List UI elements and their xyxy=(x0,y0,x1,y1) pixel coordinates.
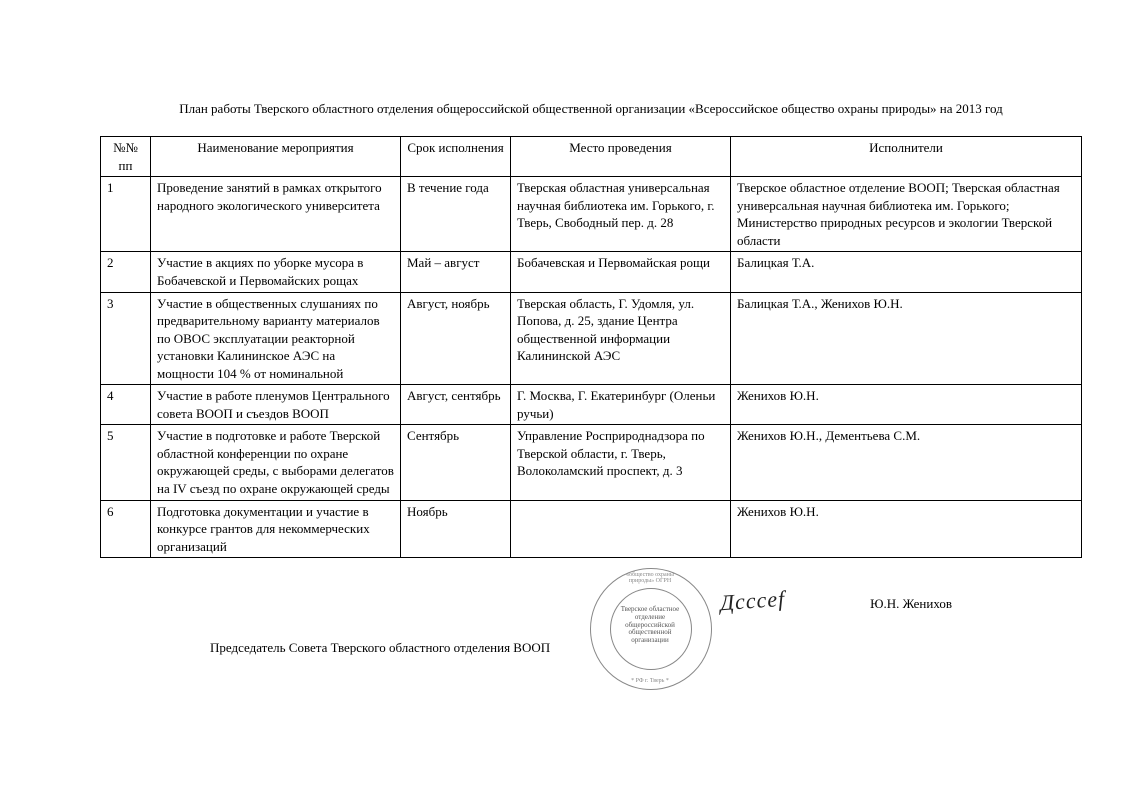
cell-term: В течение года xyxy=(401,177,511,252)
cell-place: Управление Росприроднадзора по Тверской … xyxy=(511,425,731,500)
cell-num: 6 xyxy=(101,500,151,558)
cell-place: Бобачевская и Первомайская рощи xyxy=(511,252,731,292)
table-row: 6 Подготовка документации и участие в ко… xyxy=(101,500,1082,558)
cell-num: 3 xyxy=(101,292,151,385)
cell-term: Сентябрь xyxy=(401,425,511,500)
cell-name: Участие в общественных слушаниях по пред… xyxy=(151,292,401,385)
cell-num: 4 xyxy=(101,385,151,425)
cell-num: 1 xyxy=(101,177,151,252)
cell-term: Август, ноябрь xyxy=(401,292,511,385)
cell-name: Участие в подготовке и работе Тверской о… xyxy=(151,425,401,500)
cell-exec: Балицкая Т.А., Женихов Ю.Н. xyxy=(731,292,1082,385)
cell-place: Г. Москва, Г. Екатеринбург (Оленьи ручьи… xyxy=(511,385,731,425)
signature-icon: Дcccef xyxy=(719,586,786,616)
cell-name: Подготовка документации и участие в конк… xyxy=(151,500,401,558)
cell-exec: Женихов Ю.Н. xyxy=(731,385,1082,425)
cell-num: 2 xyxy=(101,252,151,292)
plan-table: №№ пп Наименование мероприятия Срок испо… xyxy=(100,136,1082,558)
col-header-place: Место проведения xyxy=(511,137,731,177)
cell-place: Тверская областная универсальная научная… xyxy=(511,177,731,252)
cell-name: Проведение занятий в рамках открытого на… xyxy=(151,177,401,252)
cell-term: Ноябрь xyxy=(401,500,511,558)
table-row: 3 Участие в общественных слушаниях по пр… xyxy=(101,292,1082,385)
col-header-name: Наименование мероприятия xyxy=(151,137,401,177)
col-header-exec: Исполнители xyxy=(731,137,1082,177)
table-row: 1 Проведение занятий в рамках открытого … xyxy=(101,177,1082,252)
cell-num: 5 xyxy=(101,425,151,500)
stamp-center-text: Тверское областное отделение общероссийс… xyxy=(612,606,688,644)
cell-place: Тверская область, Г. Удомля, ул. Попова,… xyxy=(511,292,731,385)
cell-name: Участие в работе пленумов Центрального с… xyxy=(151,385,401,425)
cell-term: Август, сентябрь xyxy=(401,385,511,425)
table-row: 5 Участие в подготовке и работе Тверской… xyxy=(101,425,1082,500)
cell-exec: Женихов Ю.Н., Дементьева С.М. xyxy=(731,425,1082,500)
chairman-name: Ю.Н. Женихов xyxy=(870,596,952,612)
cell-exec: Женихов Ю.Н. xyxy=(731,500,1082,558)
cell-exec: Балицкая Т.А. xyxy=(731,252,1082,292)
col-header-term: Срок исполнения xyxy=(401,137,511,177)
cell-name: Участие в акциях по уборке мусора в Боба… xyxy=(151,252,401,292)
cell-place xyxy=(511,500,731,558)
col-header-num: №№ пп xyxy=(101,137,151,177)
cell-exec: Тверское областное отделение ВООП; Тверс… xyxy=(731,177,1082,252)
document-title: План работы Тверского областного отделен… xyxy=(100,100,1082,118)
chairman-label: Председатель Совета Тверского областного… xyxy=(210,640,550,656)
stamp-arc-bot-text: * РФ г. Тверь * xyxy=(620,678,680,684)
stamp-icon: «общество охраны природы» ОГРН Тверское … xyxy=(590,568,710,688)
table-header-row: №№ пп Наименование мероприятия Срок испо… xyxy=(101,137,1082,177)
table-row: 4 Участие в работе пленумов Центрального… xyxy=(101,385,1082,425)
stamp-arc-top-text: «общество охраны природы» ОГРН xyxy=(614,572,686,584)
cell-term: Май – август xyxy=(401,252,511,292)
footer: Председатель Совета Тверского областного… xyxy=(100,588,1082,708)
table-row: 2 Участие в акциях по уборке мусора в Бо… xyxy=(101,252,1082,292)
